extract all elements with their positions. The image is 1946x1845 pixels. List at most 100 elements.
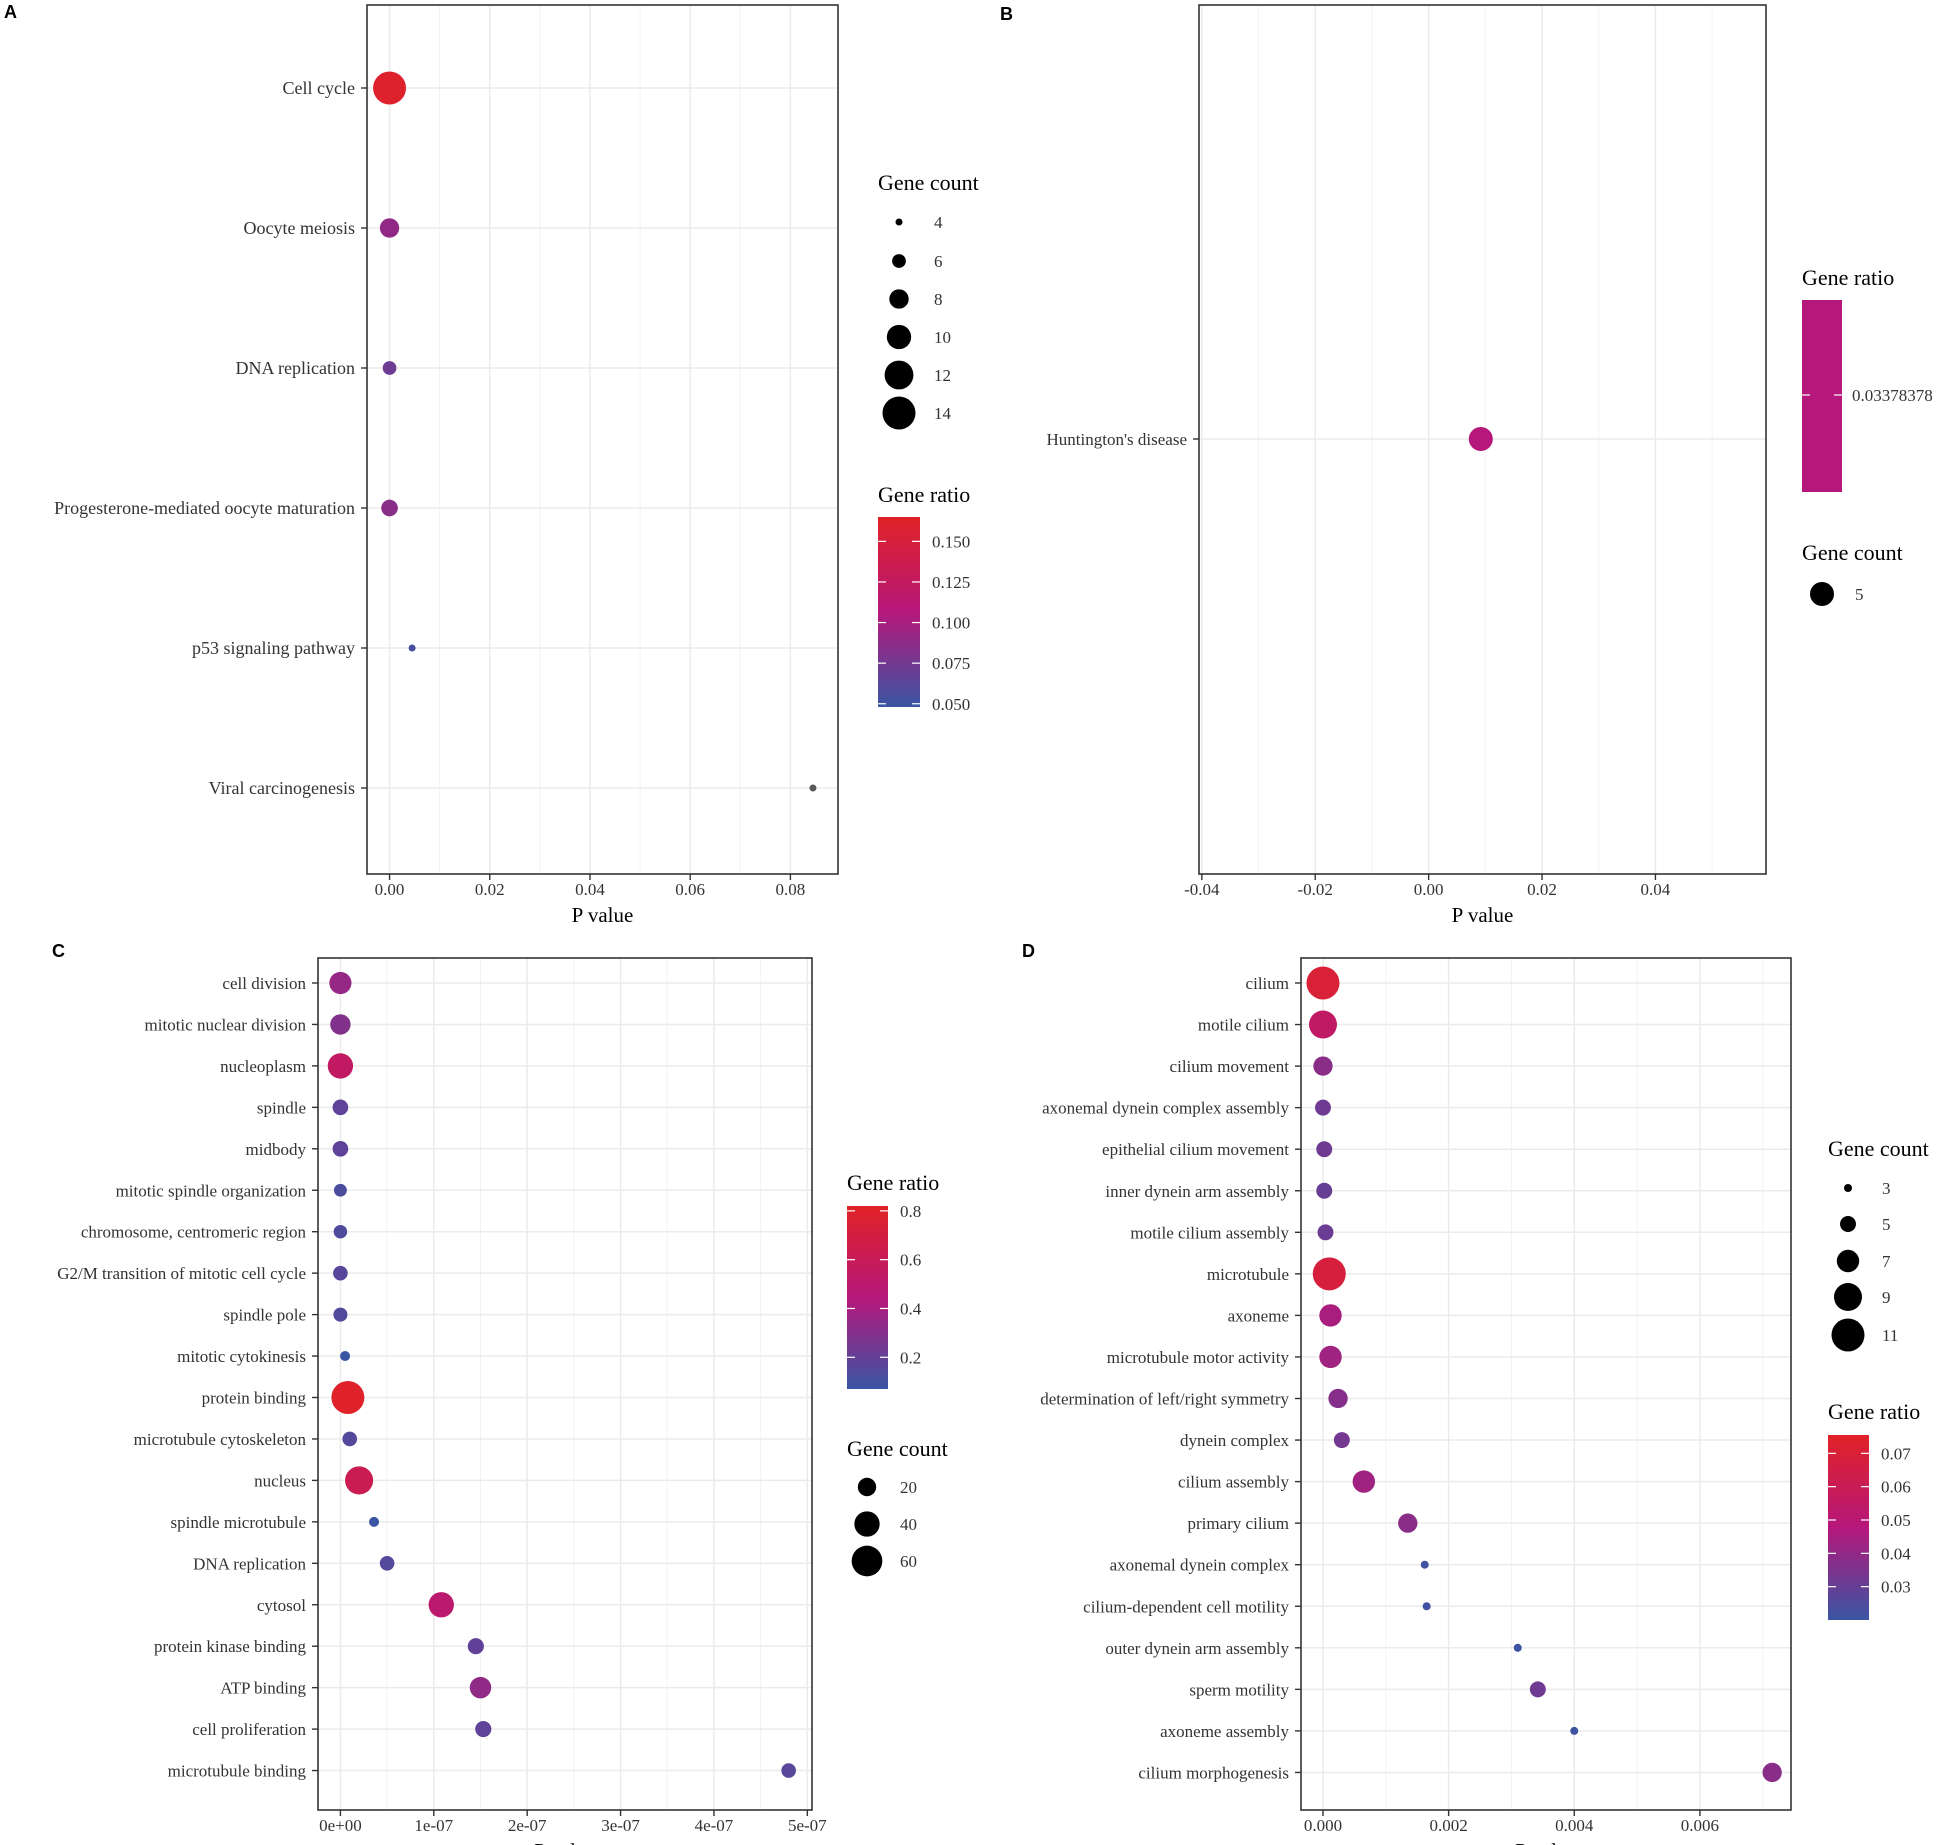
panel-d-legend-count-key-5 [1840, 1216, 1856, 1232]
panel-c-xtick-label-3: 3e-07 [601, 1816, 640, 1835]
panel-c-legend-ratio-label-0-8: 0.8 [900, 1202, 921, 1221]
panel-d-point-outer-dynein-arm-assembly [1513, 1643, 1522, 1652]
panel-c-ytick-label-nucleus: nucleus [254, 1471, 306, 1490]
panel-b-xtick-label-3: 0.02 [1527, 880, 1557, 899]
panel-a-xtick-label-2: 0.04 [575, 880, 605, 899]
panel-c-xtick-label-4: 4e-07 [695, 1816, 734, 1835]
panel-d-chart: cilium motile cilium cilium movement axonem… [1040, 957, 1929, 1845]
panel-c-point-protein-kinase-binding [467, 1638, 484, 1655]
panel-c-point-cell-proliferation [475, 1721, 492, 1738]
panel-a-legend-count-key-8 [889, 289, 909, 309]
panel-c-legend-count-label-60: 60 [900, 1552, 917, 1571]
panel-c-point-cytosol [428, 1592, 454, 1618]
panel-d-ytick-label-cilium-dependent-cell-motility: cilium-dependent cell motility [1083, 1597, 1289, 1616]
panel-a-legend-count-key-6 [892, 254, 906, 268]
panel-c-ytick-label-microtubule-cytoskeleton: microtubule cytoskeleton [134, 1430, 307, 1449]
panel-d-ytick-label-cilium-morphogenesis: cilium morphogenesis [1138, 1763, 1289, 1782]
panel-d-point-axoneme [1319, 1304, 1342, 1327]
panel-b-legend-count-key-5 [1810, 582, 1834, 606]
panel-c-plot-area [318, 958, 812, 1810]
panel-d-point-primary-cilium [1398, 1513, 1418, 1533]
panel-d-legend-count-key-7 [1836, 1249, 1860, 1273]
panel-c-legend-ratio-colorbar [847, 1206, 888, 1389]
panel-d-xtick-label-2: 0.004 [1555, 1816, 1594, 1835]
panel-d-legend-ratio-label-0-04: 0.04 [1881, 1544, 1911, 1563]
panel-a-xtick-label-1: 0.02 [475, 880, 505, 899]
panel-a-legend-count-key-14 [882, 396, 916, 430]
panel-d-legend-count-key-11 [1831, 1318, 1865, 1352]
panel-c-legend-count-label-40: 40 [900, 1515, 917, 1534]
panel-c-legend-count-key-40 [854, 1511, 880, 1537]
panel-d-legend-count-label-9: 9 [1882, 1288, 1891, 1307]
panel-d-x-axis-title: P value [1515, 1839, 1577, 1845]
panel-b-x-axis-title: P value [1452, 903, 1514, 927]
panel-d-legend-count-key-9 [1833, 1282, 1863, 1312]
panel-a-legend-count-label-6: 6 [934, 252, 943, 271]
panel-d-point-determination-of-left-right-symmetry [1328, 1388, 1348, 1409]
panel-label-b: B [1000, 4, 1013, 24]
panel-d-xtick-label-3: 0.006 [1681, 1816, 1719, 1835]
panel-a-point-oocyte-meiosis [379, 218, 400, 238]
panel-d-ytick-label-primary-cilium: primary cilium [1187, 1514, 1289, 1533]
panel-c-x-axis-title: P value [534, 1839, 596, 1845]
panel-d-point-cilium-morphogenesis [1762, 1762, 1782, 1783]
panel-d-ytick-label-inner-dynein-arm-assembly: inner dynein arm assembly [1105, 1182, 1289, 1201]
panel-c-ytick-label-spindle-microtubule: spindle microtubule [170, 1513, 306, 1532]
panel-c-point-mitotic-cytokinesis [340, 1351, 351, 1362]
panel-c-ytick-label-protein-kinase-binding: protein kinase binding [154, 1637, 307, 1656]
panel-a-x-axis-title: P value [572, 903, 634, 927]
panel-c-point-midbody [332, 1140, 349, 1157]
panel-c-point-chromosome-centromeric-region [333, 1224, 348, 1239]
panel-b-xtick-label-2: 0.00 [1414, 880, 1444, 899]
panel-a-ytick-label-viral-carcinogenesis: Viral carcinogenesis [209, 778, 355, 798]
panel-d-legend-count-label-7: 7 [1882, 1252, 1891, 1271]
panel-c-ytick-label-mitotic-spindle-organization: mitotic spindle organization [116, 1181, 307, 1200]
panel-a-ytick-label-oocyte-meiosis: Oocyte meiosis [244, 218, 355, 238]
panel-c-xtick-label-2: 2e-07 [508, 1816, 547, 1835]
panel-a-legend-count-label-8: 8 [934, 290, 943, 309]
panel-a-legend-count-key-12 [884, 360, 914, 390]
panel-c-ytick-label-dna-replication: DNA replication [193, 1554, 306, 1573]
panel-c-ytick-label-mitotic-nuclear-division: mitotic nuclear division [145, 1015, 307, 1034]
panel-c-point-cell-division [329, 971, 352, 995]
panel-c-ytick-label-chromosome-centromeric-region: chromosome, centromeric region [81, 1223, 307, 1242]
panel-a-point-cell-cycle [373, 71, 407, 105]
panel-c-ytick-label-mitotic-cytokinesis: mitotic cytokinesis [177, 1347, 306, 1366]
panel-c-legend-ratio-label-0-6: 0.6 [900, 1251, 921, 1270]
panel-d-ytick-label-microtubule-motor-activity: microtubule motor activity [1107, 1348, 1290, 1367]
panel-a-legend-count-label-4: 4 [934, 213, 943, 232]
panel-d-point-inner-dynein-arm-assembly [1316, 1182, 1333, 1199]
panel-b-ytick-label-huntington-s-disease: Huntington's disease [1047, 430, 1187, 449]
panel-c-legend-count-key-20 [857, 1477, 877, 1497]
panel-d-point-sperm-motility [1529, 1681, 1546, 1698]
panel-d-legend-count-label-11: 11 [1882, 1326, 1898, 1345]
panel-c-ytick-label-midbody: midbody [246, 1140, 307, 1159]
panel-d-ytick-label-determination-of-left-right-symmetry: determination of left/right symmetry [1040, 1390, 1289, 1409]
panel-label-d: D [1022, 941, 1035, 961]
panel-d-point-cilium-assembly [1352, 1470, 1376, 1493]
panel-c-point-g2-m-transition-of-mitotic-cell-cycle [333, 1265, 348, 1281]
panel-d-point-microtubule-motor-activity [1319, 1345, 1342, 1369]
panel-a-ytick-label-dna-replication: DNA replication [236, 358, 355, 378]
panel-a-point-p53-signaling-pathway [408, 644, 416, 652]
panel-b-legend-ratio-colorbar [1802, 300, 1842, 492]
panel-a-legend-ratio-colorbar [878, 517, 920, 707]
panel-d-point-dynein-complex [1333, 1432, 1350, 1449]
panel-d-point-cilium [1306, 966, 1340, 1000]
panel-b-legend-count-title: Gene count [1802, 540, 1903, 565]
panel-d-ytick-label-cilium: cilium [1246, 974, 1289, 993]
panel-label-a: A [4, 2, 17, 22]
panel-c-legend-count-title: Gene count [847, 1436, 948, 1461]
panel-a-legend-ratio-label-0-150: 0.150 [932, 532, 970, 551]
panel-c-ytick-label-cell-division: cell division [222, 974, 306, 993]
panel-d-ytick-label-axonemal-dynein-complex-assembly: axonemal dynein complex assembly [1042, 1099, 1289, 1118]
panel-c-ytick-label-spindle-pole: spindle pole [223, 1306, 306, 1325]
panel-a-legend-count-key-4 [895, 218, 903, 226]
panel-c-point-spindle-microtubule [369, 1516, 380, 1527]
panel-c-legend-ratio-label-0-4: 0.4 [900, 1299, 922, 1318]
panel-a-chart: Cell cycle Oocyte meiosis DNA replication P… [54, 4, 979, 927]
panel-c-ytick-label-protein-binding: protein binding [202, 1389, 307, 1408]
panel-b-xtick-label-4: 0.04 [1641, 880, 1671, 899]
panel-c-xtick-label-1: 1e-07 [414, 1816, 453, 1835]
panel-c-legend-count-key-60 [851, 1545, 883, 1577]
